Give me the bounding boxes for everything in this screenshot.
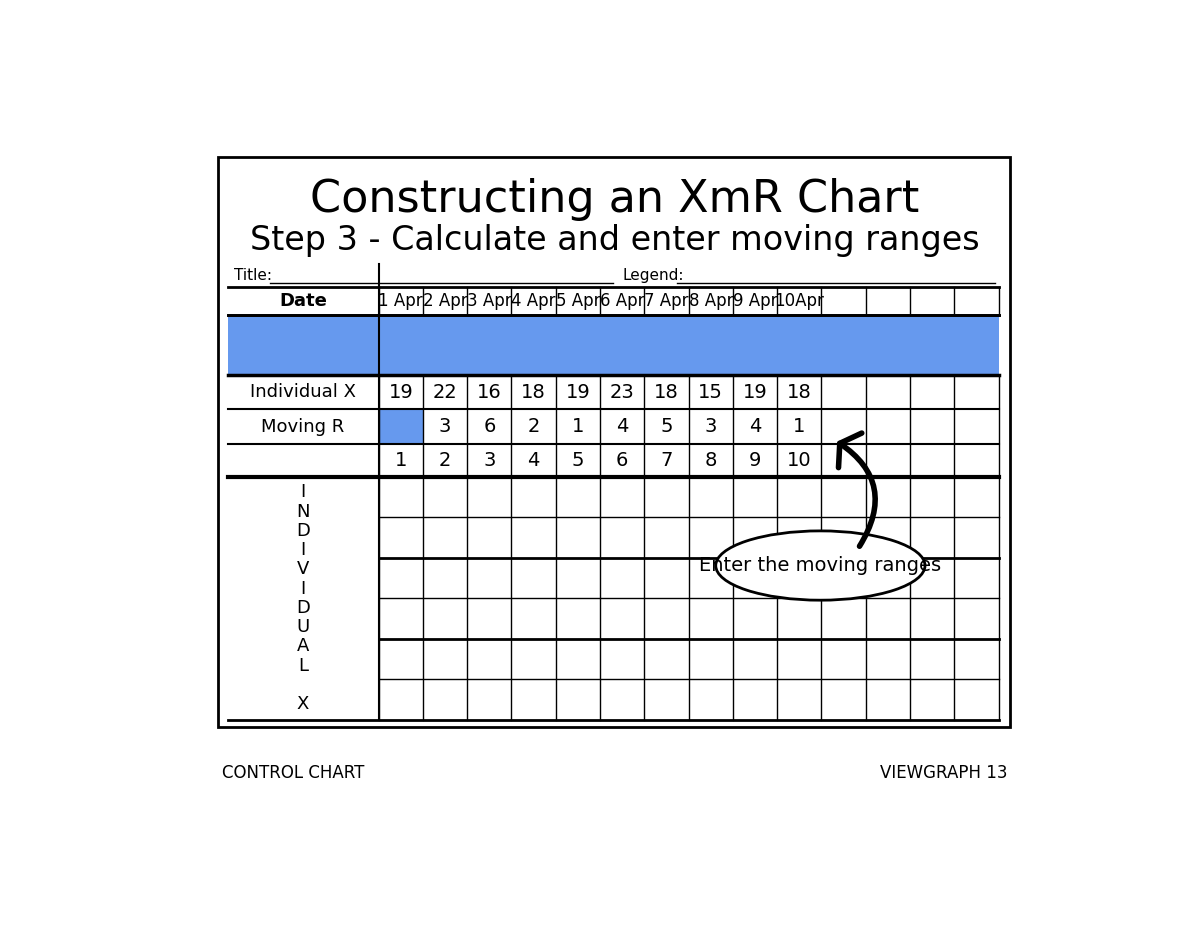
Text: I: I — [300, 483, 306, 502]
Text: 3 Apr: 3 Apr — [467, 292, 511, 310]
Text: 4 Apr: 4 Apr — [511, 292, 556, 310]
Text: 2: 2 — [439, 451, 451, 470]
Text: 4: 4 — [749, 417, 761, 436]
Text: 5: 5 — [660, 417, 673, 436]
Text: 18: 18 — [521, 383, 546, 401]
Text: 6 Apr: 6 Apr — [600, 292, 644, 310]
Text: 23: 23 — [610, 383, 635, 401]
Text: 19: 19 — [389, 383, 413, 401]
Text: 1: 1 — [793, 417, 805, 436]
Text: 6: 6 — [484, 417, 496, 436]
Text: Constructing an XmR Chart: Constructing an XmR Chart — [311, 178, 919, 222]
Text: 1 Apr: 1 Apr — [378, 292, 424, 310]
Text: Title:: Title: — [234, 268, 271, 283]
Text: V: V — [296, 561, 310, 578]
Text: Step 3 - Calculate and enter moving ranges: Step 3 - Calculate and enter moving rang… — [250, 224, 980, 257]
Text: Legend:: Legend: — [623, 268, 684, 283]
Text: 3: 3 — [484, 451, 496, 470]
Text: 4: 4 — [616, 417, 629, 436]
Text: 10Apr: 10Apr — [774, 292, 824, 310]
Text: 22: 22 — [433, 383, 457, 401]
Text: Date: Date — [280, 292, 326, 310]
Text: 1: 1 — [395, 451, 407, 470]
Bar — [218, 158, 1010, 728]
Text: 3: 3 — [439, 417, 451, 436]
Text: 8 Apr: 8 Apr — [689, 292, 733, 310]
Text: 3: 3 — [704, 417, 716, 436]
Text: A: A — [296, 638, 310, 655]
Text: 5: 5 — [571, 451, 584, 470]
Ellipse shape — [715, 531, 925, 600]
Bar — [379, 409, 422, 444]
Text: Moving R: Moving R — [262, 417, 344, 436]
Text: 10: 10 — [787, 451, 811, 470]
Text: X: X — [296, 695, 310, 713]
Text: 15: 15 — [698, 383, 724, 401]
Text: 4: 4 — [528, 451, 540, 470]
Text: 5 Apr: 5 Apr — [556, 292, 600, 310]
Text: Individual X: Individual X — [250, 383, 356, 401]
Text: 2 Apr: 2 Apr — [422, 292, 467, 310]
Text: 7: 7 — [660, 451, 673, 470]
Text: U: U — [296, 618, 310, 636]
Text: 16: 16 — [476, 383, 502, 401]
Text: I: I — [300, 541, 306, 559]
Text: L: L — [298, 656, 308, 675]
Text: 1: 1 — [571, 417, 584, 436]
Text: 18: 18 — [654, 383, 679, 401]
Text: 19: 19 — [743, 383, 768, 401]
Text: 19: 19 — [565, 383, 590, 401]
Text: 9 Apr: 9 Apr — [733, 292, 778, 310]
Text: VIEWGRAPH 13: VIEWGRAPH 13 — [881, 765, 1008, 782]
Text: CONTROL CHART: CONTROL CHART — [222, 765, 365, 782]
Text: 7 Apr: 7 Apr — [644, 292, 689, 310]
Text: D: D — [296, 522, 310, 540]
Text: 2: 2 — [528, 417, 540, 436]
Text: 8: 8 — [704, 451, 716, 470]
Text: N: N — [296, 502, 310, 521]
Text: I: I — [300, 579, 306, 598]
Bar — [228, 315, 998, 375]
Text: 9: 9 — [749, 451, 761, 470]
Bar — [228, 263, 998, 719]
Text: 18: 18 — [787, 383, 811, 401]
Text: D: D — [296, 599, 310, 616]
Text: Enter the moving ranges: Enter the moving ranges — [700, 556, 942, 575]
Text: 6: 6 — [616, 451, 629, 470]
